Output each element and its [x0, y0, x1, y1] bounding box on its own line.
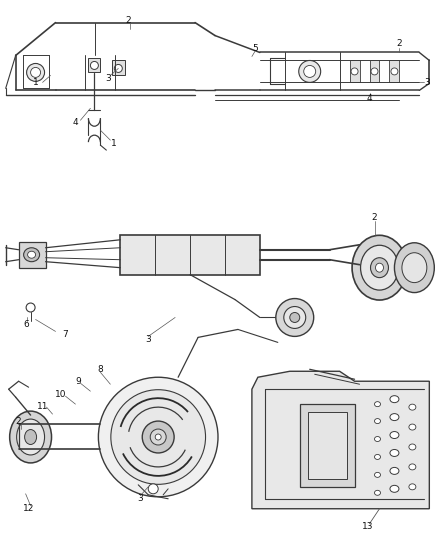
Ellipse shape — [374, 490, 381, 495]
Polygon shape — [350, 60, 360, 83]
Ellipse shape — [371, 68, 378, 75]
Ellipse shape — [90, 61, 99, 69]
Text: 3: 3 — [145, 335, 151, 344]
Ellipse shape — [24, 248, 39, 262]
Ellipse shape — [390, 414, 399, 421]
Text: 12: 12 — [23, 504, 34, 513]
Ellipse shape — [409, 404, 416, 410]
Polygon shape — [120, 235, 260, 274]
Ellipse shape — [142, 421, 174, 453]
Ellipse shape — [17, 419, 45, 455]
Ellipse shape — [114, 64, 122, 72]
Ellipse shape — [25, 430, 37, 445]
Text: 3: 3 — [424, 78, 430, 87]
Ellipse shape — [360, 245, 399, 290]
Ellipse shape — [111, 390, 205, 484]
Ellipse shape — [409, 444, 416, 450]
Text: 4: 4 — [73, 118, 78, 127]
Text: 9: 9 — [76, 377, 81, 386]
Ellipse shape — [409, 424, 416, 430]
Polygon shape — [252, 372, 429, 508]
Polygon shape — [300, 404, 355, 487]
Ellipse shape — [31, 68, 41, 77]
Text: 2: 2 — [372, 213, 377, 222]
Ellipse shape — [375, 263, 384, 272]
Polygon shape — [19, 242, 46, 268]
Ellipse shape — [390, 486, 399, 492]
Ellipse shape — [276, 298, 314, 336]
Polygon shape — [370, 60, 379, 83]
Text: 3: 3 — [106, 74, 111, 83]
Text: 6: 6 — [24, 320, 29, 329]
Text: 2: 2 — [397, 39, 402, 48]
Ellipse shape — [150, 429, 166, 445]
Ellipse shape — [391, 68, 398, 75]
Ellipse shape — [390, 467, 399, 474]
Ellipse shape — [409, 484, 416, 490]
Text: 11: 11 — [37, 402, 48, 410]
Ellipse shape — [409, 464, 416, 470]
Polygon shape — [112, 60, 125, 75]
Ellipse shape — [374, 418, 381, 424]
Polygon shape — [308, 412, 346, 479]
Ellipse shape — [390, 449, 399, 456]
Ellipse shape — [99, 377, 218, 497]
Ellipse shape — [402, 253, 427, 282]
Text: 8: 8 — [98, 365, 103, 374]
Ellipse shape — [374, 437, 381, 441]
Text: 3: 3 — [138, 494, 143, 503]
Ellipse shape — [26, 303, 35, 312]
Text: 5: 5 — [252, 44, 258, 53]
Ellipse shape — [390, 432, 399, 439]
Ellipse shape — [148, 484, 158, 494]
Text: 13: 13 — [362, 522, 373, 531]
Polygon shape — [88, 59, 100, 72]
Ellipse shape — [28, 251, 35, 258]
Ellipse shape — [351, 68, 358, 75]
Ellipse shape — [390, 395, 399, 402]
Ellipse shape — [374, 455, 381, 459]
Text: 1: 1 — [33, 78, 39, 87]
Text: 2: 2 — [125, 16, 131, 25]
Ellipse shape — [371, 258, 389, 278]
Ellipse shape — [284, 306, 306, 328]
Polygon shape — [389, 60, 399, 83]
Text: 2: 2 — [16, 417, 21, 425]
Ellipse shape — [352, 235, 407, 300]
Ellipse shape — [374, 472, 381, 478]
Ellipse shape — [10, 411, 52, 463]
Ellipse shape — [304, 66, 316, 77]
Ellipse shape — [27, 63, 45, 82]
Ellipse shape — [290, 312, 300, 322]
Ellipse shape — [299, 60, 321, 83]
Ellipse shape — [395, 243, 434, 293]
Ellipse shape — [155, 434, 161, 440]
Ellipse shape — [374, 402, 381, 407]
Text: 10: 10 — [55, 390, 66, 399]
Text: 1: 1 — [110, 139, 116, 148]
Text: 7: 7 — [63, 330, 68, 339]
Text: 4: 4 — [367, 94, 372, 103]
